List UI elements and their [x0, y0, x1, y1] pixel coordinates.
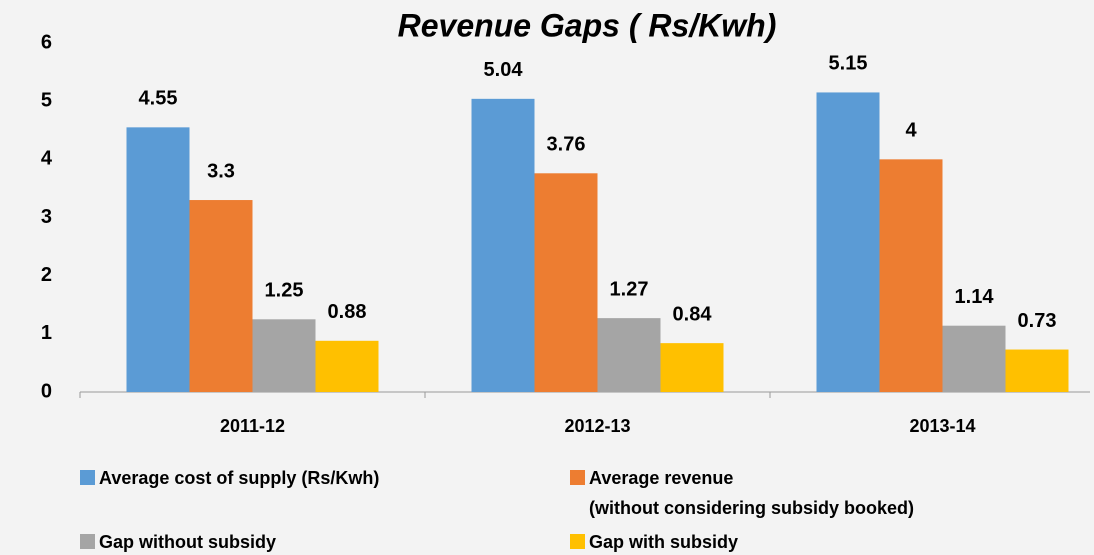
data-label: 5.15 [829, 53, 868, 75]
legend-label: Average cost of supply (Rs/Kwh) [99, 468, 380, 488]
bar [126, 127, 190, 392]
legend-swatch [80, 534, 95, 549]
data-label: 1.25 [265, 280, 304, 302]
data-label: 0.84 [673, 303, 713, 325]
bar [534, 173, 598, 392]
data-label: 5.04 [484, 59, 524, 81]
bar [315, 340, 379, 392]
data-label: 0.73 [1018, 310, 1057, 332]
y-tick-label: 2 [41, 264, 52, 286]
bar [660, 343, 724, 392]
bar [252, 319, 316, 392]
bar [879, 159, 943, 392]
bar [189, 200, 253, 392]
y-tick-label: 0 [41, 380, 52, 402]
y-tick-label: 1 [41, 322, 52, 344]
y-tick-label: 6 [41, 31, 52, 53]
chart-title: Revenue Gaps ( Rs/Kwh) [398, 7, 777, 43]
legend-label: Gap without subsidy [99, 532, 277, 552]
data-label: 1.14 [955, 286, 995, 308]
legend-label: Gap with subsidy [589, 532, 739, 552]
bar [597, 318, 661, 392]
data-label: 4.55 [139, 88, 178, 110]
x-tick-label: 2012-13 [564, 416, 630, 436]
x-tick-label: 2013-14 [909, 416, 975, 436]
bar [1005, 349, 1069, 392]
x-tick-label: 2011-12 [220, 416, 285, 436]
data-label: 3.76 [547, 134, 586, 156]
data-label: 4 [905, 120, 917, 142]
legend-swatch [570, 534, 585, 549]
legend-swatch [80, 470, 95, 485]
data-label: 3.3 [207, 160, 235, 182]
y-tick-label: 3 [41, 206, 52, 228]
data-label: 1.27 [610, 278, 649, 300]
legend-label: Average revenue (without considering sub… [589, 468, 915, 518]
bar [942, 325, 1006, 392]
legend-swatch [570, 470, 585, 485]
y-tick-label: 5 [41, 89, 52, 111]
y-tick-label: 4 [41, 148, 53, 170]
bar [816, 92, 880, 393]
data-label: 0.88 [328, 301, 367, 323]
bar [471, 98, 535, 392]
